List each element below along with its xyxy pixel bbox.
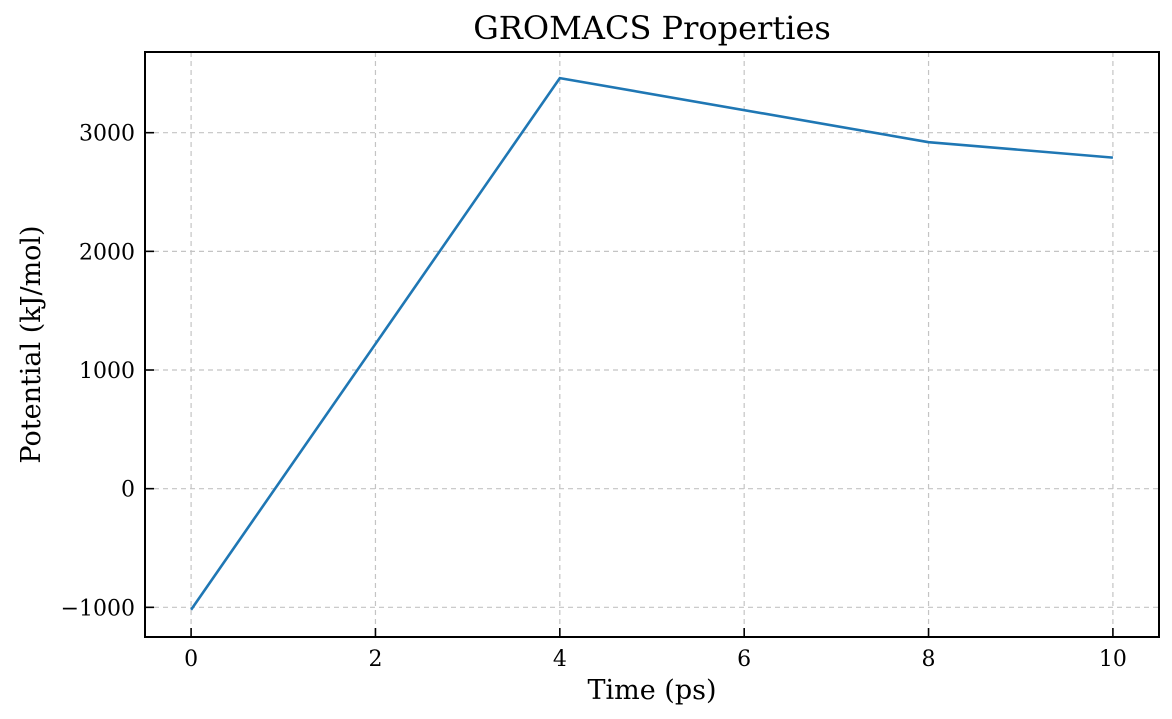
plot-frame [144,51,1160,638]
y-tick-label: 2000 [79,240,135,265]
y-tick-label: 3000 [79,122,135,147]
x-axis-label: Time (ps) [587,675,716,706]
chart-title: GROMACS Properties [473,9,831,47]
ticks: 0 2 4 6 8 10 −1000 0 1000 2000 3000 [61,122,1127,672]
y-tick-label: 0 [121,478,135,503]
y-axis-label: Potential (kJ/mol) [16,225,47,463]
x-tick-label: 10 [1099,647,1127,672]
x-tick-label: 0 [184,647,198,672]
x-tick-label: 8 [922,647,936,672]
y-tick-label: 1000 [79,359,135,384]
grid [145,52,1159,637]
y-tick-label: −1000 [61,596,135,621]
series-line-0 [190,76,1114,611]
series-layer [190,76,1114,611]
x-tick-label: 4 [553,647,567,672]
x-tick-label: 6 [737,647,751,672]
x-tick-label: 2 [368,647,382,672]
